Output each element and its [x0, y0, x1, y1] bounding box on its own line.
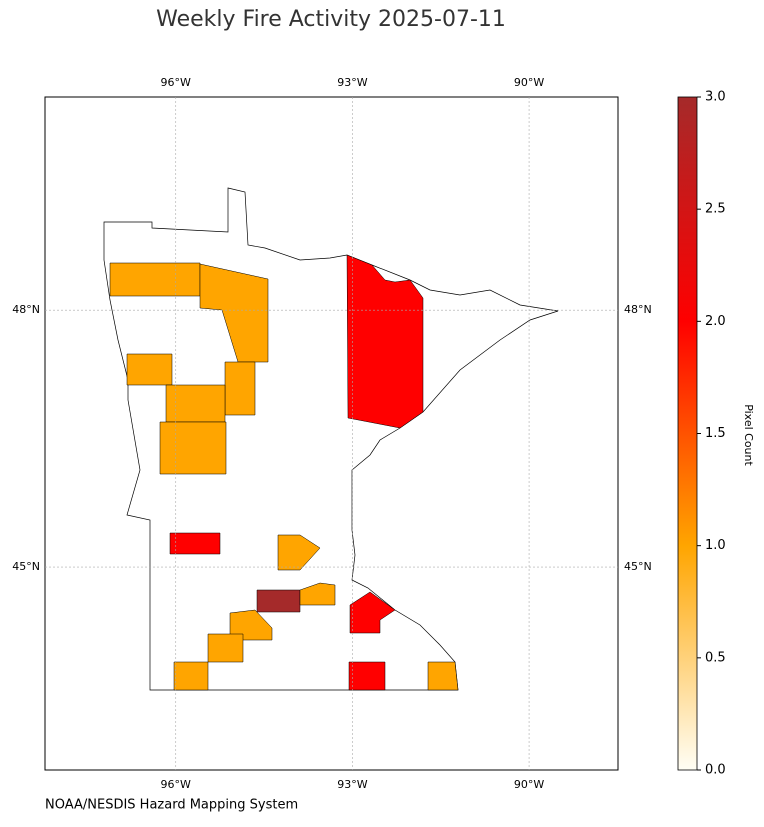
county-fire-region — [427, 661, 459, 691]
source-note: NOAA/NESDIS Hazard Mapping System — [45, 798, 298, 813]
colorbar-tick-label: 2.0 — [705, 314, 726, 329]
lon-label-top: 93°W — [337, 76, 367, 89]
lon-label-top: 90°W — [514, 76, 544, 89]
county-fire-region — [348, 661, 386, 691]
lon-label-bottom: 90°W — [514, 778, 544, 791]
colorbar — [677, 96, 698, 771]
county-fire-region — [126, 353, 173, 386]
lon-label-bottom: 96°W — [161, 778, 191, 791]
chart-title: Weekly Fire Activity 2025-07-11 — [156, 7, 506, 32]
county-fire-region — [224, 361, 256, 416]
colorbar-tick-label: 3.0 — [705, 90, 726, 105]
lon-label-top: 96°W — [161, 76, 191, 89]
state-outline — [103, 187, 559, 691]
colorbar-tick-label: 1.0 — [705, 538, 726, 553]
colorbar-label: Pixel Count — [742, 404, 755, 466]
county-fire-region — [346, 254, 424, 429]
lat-label-left: 48°N — [12, 303, 40, 316]
county-fire-region — [207, 633, 244, 663]
county-fire-region — [165, 384, 226, 423]
county-fire-region — [277, 534, 321, 571]
lat-label-right: 45°N — [624, 560, 652, 573]
county-fire-region — [349, 591, 396, 634]
lon-label-bottom: 93°W — [337, 778, 367, 791]
county-fire-region — [173, 661, 209, 691]
map — [103, 187, 559, 691]
colorbar-tick-label: 0.0 — [705, 763, 726, 778]
county-fire-region — [299, 582, 336, 606]
county-fire-region — [109, 262, 201, 297]
county-fire-region — [169, 532, 221, 555]
lat-label-right: 48°N — [624, 303, 652, 316]
map-frame — [44, 96, 619, 771]
colorbar-tick-label: 1.5 — [705, 426, 726, 441]
colorbar-tick-label: 0.5 — [705, 650, 726, 665]
lat-label-left: 45°N — [12, 560, 40, 573]
county-fire-region — [159, 421, 227, 475]
colorbar-tick-label: 2.5 — [705, 202, 726, 217]
county-fire-region — [256, 589, 301, 613]
